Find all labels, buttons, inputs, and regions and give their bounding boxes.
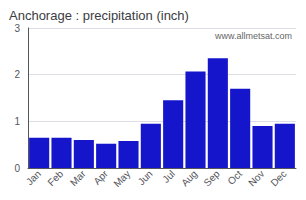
- svg-text:www.allmetsat.com: www.allmetsat.com: [214, 31, 292, 41]
- svg-text:Aug: Aug: [179, 168, 199, 188]
- svg-text:Dec: Dec: [268, 168, 288, 188]
- svg-text:Feb: Feb: [45, 168, 65, 188]
- svg-text:Jan: Jan: [24, 168, 43, 187]
- svg-text:1: 1: [14, 116, 20, 127]
- svg-text:Sep: Sep: [201, 168, 222, 189]
- svg-text:Mar: Mar: [68, 168, 88, 188]
- svg-text:Nov: Nov: [246, 168, 266, 188]
- svg-text:May: May: [111, 168, 132, 189]
- svg-text:Anchorage : precipitation (inc: Anchorage : precipitation (inch): [9, 8, 189, 23]
- svg-text:Jul: Jul: [160, 168, 177, 185]
- svg-text:Apr: Apr: [91, 168, 110, 187]
- svg-text:0: 0: [14, 163, 20, 174]
- svg-text:2: 2: [14, 69, 20, 80]
- svg-text:3: 3: [14, 23, 20, 34]
- svg-text:Jun: Jun: [136, 168, 155, 187]
- svg-text:Oct: Oct: [225, 168, 244, 187]
